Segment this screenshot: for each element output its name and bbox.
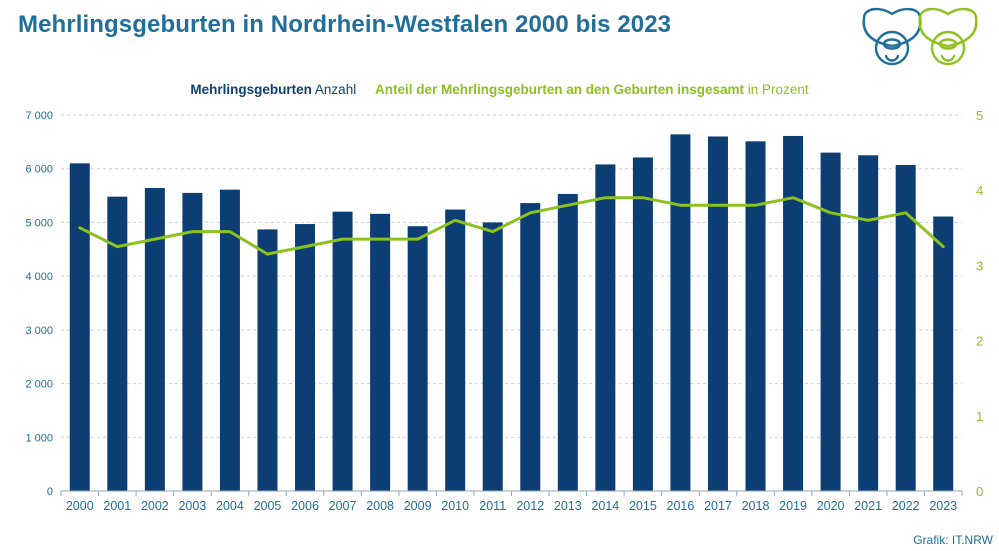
bar xyxy=(107,196,128,491)
y-left-tick-label: 0 xyxy=(47,486,53,498)
x-tick-label: 2011 xyxy=(479,499,506,513)
x-tick-label: 2006 xyxy=(291,499,319,513)
x-tick-label: 2003 xyxy=(178,499,206,513)
line-point xyxy=(791,196,795,199)
bar xyxy=(332,211,353,491)
y-right-tick-label: 1 xyxy=(976,409,983,424)
line-point xyxy=(566,204,570,207)
y-left-tick-label: 1 000 xyxy=(25,432,53,444)
x-tick-label: 2015 xyxy=(629,499,657,513)
series-line xyxy=(78,196,945,256)
bar xyxy=(219,189,240,492)
y-left-tick-label: 7 000 xyxy=(25,110,53,122)
bar xyxy=(295,224,316,492)
y-left-tick-label: 2 000 xyxy=(25,379,53,391)
bar xyxy=(783,135,804,491)
bar xyxy=(745,141,766,491)
line-point xyxy=(266,252,269,256)
x-tick-label: 2004 xyxy=(216,499,244,513)
line-point xyxy=(604,196,607,199)
chart-legend: Mehrlingsgeburten Anzahl Anteil der Mehr… xyxy=(0,82,999,97)
line-point xyxy=(491,230,494,233)
x-tick-label: 2008 xyxy=(366,499,394,513)
bar xyxy=(482,222,503,491)
bar xyxy=(182,192,203,491)
chart-title: Mehrlingsgeburten in Nordrhein-Westfalen… xyxy=(18,11,672,38)
y-left-tick-label: 3 000 xyxy=(25,325,53,337)
x-tick-label: 2013 xyxy=(554,499,582,513)
line-point xyxy=(416,237,419,241)
legend-bar-label: Mehrlingsgeburten xyxy=(190,82,312,97)
bar xyxy=(557,193,578,491)
x-tick-label: 2010 xyxy=(441,499,469,513)
y-left-tick-label: 5 000 xyxy=(25,217,53,229)
x-tick-label: 2014 xyxy=(591,499,619,513)
line-point xyxy=(378,237,382,241)
bar xyxy=(933,216,954,491)
bar xyxy=(257,229,278,491)
bar xyxy=(445,209,466,491)
legend-line-unit: in Prozent xyxy=(747,82,809,97)
y-right-tick-label: 4 xyxy=(976,183,983,198)
bar xyxy=(370,213,391,491)
line-point xyxy=(78,226,81,229)
bar xyxy=(895,164,916,491)
x-tick-label: 2018 xyxy=(742,499,770,513)
y-right-tick-label: 3 xyxy=(976,258,983,273)
bar xyxy=(595,164,616,491)
x-tick-label: 2021 xyxy=(854,499,882,513)
line-point xyxy=(153,237,157,241)
line-point xyxy=(641,196,645,199)
x-tick-label: 2016 xyxy=(667,499,695,513)
bar xyxy=(407,226,428,491)
line-point xyxy=(529,211,532,214)
line-point xyxy=(904,211,907,214)
y-right-tick-label: 0 xyxy=(976,484,983,499)
x-tick-label: 2005 xyxy=(254,499,282,513)
x-tick-label: 2019 xyxy=(779,499,807,513)
y-right-tick-label: 5 xyxy=(976,108,983,123)
x-tick-label: 2000 xyxy=(66,499,94,513)
x-tick-label: 2007 xyxy=(329,499,357,513)
y-left-tick-label: 4 000 xyxy=(25,271,53,283)
bar xyxy=(820,152,841,491)
line-point xyxy=(228,230,232,233)
bar xyxy=(707,136,728,491)
line-point xyxy=(453,219,457,222)
bar xyxy=(670,134,691,491)
line-point xyxy=(754,204,757,207)
x-tick-label: 2017 xyxy=(704,499,732,513)
y-left-tick-label: 6 000 xyxy=(25,164,53,176)
line-point xyxy=(679,204,682,207)
x-tick-label: 2009 xyxy=(404,499,432,513)
x-tick-label: 2012 xyxy=(516,499,544,513)
x-tick-label: 2001 xyxy=(103,499,131,513)
source-credit: Grafik: IT.NRW xyxy=(913,533,993,547)
bar xyxy=(144,188,165,491)
x-tick-label: 2023 xyxy=(929,499,957,513)
line-point xyxy=(716,204,720,207)
y-right-tick-label: 2 xyxy=(976,334,983,349)
pacifier-icon xyxy=(862,7,978,66)
line-point xyxy=(829,211,832,214)
x-tick-label: 2002 xyxy=(141,499,169,513)
x-tick-label: 2020 xyxy=(817,499,845,513)
legend-line-label: Anteil der Mehrlingsgeburten an den Gebu… xyxy=(374,82,745,97)
x-tick-label: 2022 xyxy=(892,499,920,513)
line-point xyxy=(341,237,344,241)
line-point xyxy=(303,245,307,248)
bar xyxy=(69,163,90,492)
bar xyxy=(520,203,541,491)
line-point xyxy=(942,245,945,248)
legend-bar-unit: Anzahl xyxy=(314,82,357,97)
bar xyxy=(632,157,653,492)
line-point xyxy=(866,219,870,222)
line-point xyxy=(191,230,194,233)
line-point xyxy=(116,245,119,248)
bar xyxy=(858,155,879,492)
